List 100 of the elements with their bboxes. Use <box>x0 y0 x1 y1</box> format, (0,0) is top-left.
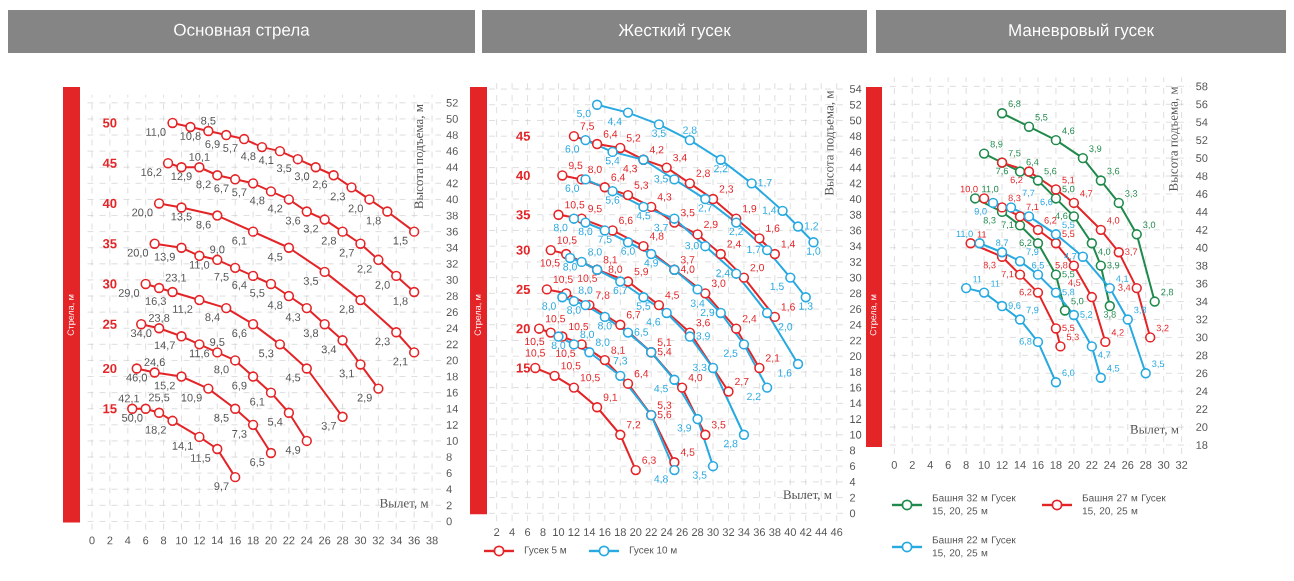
y-tick-label: 32 <box>1196 315 1208 324</box>
y-tick-label: 18 <box>446 372 458 381</box>
x-tick-label: 24 <box>1104 461 1116 469</box>
annotation: 4,3 <box>623 164 637 174</box>
annotation: 29,0 <box>118 289 140 299</box>
annotation: 6,6 <box>619 216 633 226</box>
annotation: 35 <box>516 210 531 220</box>
annotation: 4,6 <box>1055 212 1068 221</box>
annotation: 3,8 <box>1103 311 1116 319</box>
annotation: 6,5 <box>634 328 649 337</box>
annotation: 5,3 <box>1066 333 1079 342</box>
annotation: 7,3 <box>232 429 247 440</box>
annotation: 8,0 <box>578 227 593 237</box>
x-tick-label: 18 <box>1050 461 1062 469</box>
annotation: 2,8 <box>683 126 697 135</box>
y-tick-label: 52 <box>849 100 862 109</box>
y-tick-label: 14 <box>446 404 458 413</box>
annotation: 3,0 <box>294 172 310 182</box>
annotation: 2,8 <box>696 169 710 179</box>
annotation: 11,6 <box>189 349 210 359</box>
annotation: 2,5 <box>723 349 738 359</box>
annotation: 1,5 <box>770 282 784 292</box>
annotation: 4,9 <box>285 446 301 456</box>
y-tick-label: 36 <box>446 227 458 236</box>
annotation: 4,7 <box>1080 190 1093 198</box>
annotation: 7,1 <box>1026 203 1039 212</box>
annotation: 4,6 <box>646 318 661 327</box>
annotation: 2,0 <box>778 323 793 332</box>
x-tick-label: 20 <box>265 536 277 545</box>
annotation: 4,0 <box>688 373 703 383</box>
y-axis-title: Высота подъема, м <box>1169 86 1181 192</box>
annotation: 16,3 <box>145 297 166 307</box>
annotation: 5,2 <box>626 134 641 143</box>
annotation: 7,9 <box>1026 306 1039 315</box>
y-tick-label: 2 <box>446 501 452 510</box>
x-axis-title: Вылет, м <box>783 490 832 501</box>
annotation: 2,2 <box>357 264 372 275</box>
legend-label: Башня 32 м Гусек 15, 20, 25 м <box>932 494 1016 516</box>
annotation: 4,7 <box>1098 351 1111 360</box>
annotation: 1,4 <box>781 240 796 249</box>
y-tick-label: 20 <box>446 356 458 365</box>
annotation: 4,8 <box>654 475 668 484</box>
annotation: 34,0 <box>130 329 152 339</box>
annotation: 2,1 <box>765 354 780 363</box>
y-tick-label: 18 <box>1196 441 1208 449</box>
y-tick-label: 26 <box>850 305 862 313</box>
annotation: 1,8 <box>366 216 381 226</box>
annotation: 18,2 <box>145 425 166 436</box>
annotation: 3,0 <box>711 279 726 289</box>
annotation: 7,5 <box>1008 149 1021 158</box>
annotation: 1,5 <box>393 236 408 246</box>
annotation: 5,0 <box>1062 185 1075 194</box>
x-tick-label: 10 <box>176 536 188 545</box>
x-tick-label: 36 <box>753 528 766 537</box>
x-tick-label: 30 <box>1157 461 1170 469</box>
annotation: 3,7 <box>321 421 336 432</box>
annotation: 8,0 <box>542 302 556 311</box>
annotation: 16,2 <box>141 168 162 178</box>
annotation: 8,0 <box>588 248 602 257</box>
annotation: 6,1 <box>232 236 247 246</box>
x-tick-label: 32 <box>722 528 735 537</box>
annotation: 5,3 <box>657 401 672 410</box>
annotation: 9,5 <box>210 338 225 348</box>
annotation: 4,5 <box>1107 365 1120 373</box>
x-tick-label: 4 <box>124 536 131 545</box>
annotation: 9,5 <box>568 161 583 171</box>
x-tick-label: 0 <box>89 536 95 545</box>
annotation: 11,0 <box>982 185 999 194</box>
annotation: 7,9 <box>1026 248 1039 257</box>
annotation: 24,6 <box>144 358 165 368</box>
annotation: 6,0 <box>565 145 580 154</box>
annotation: 2,0 <box>750 263 765 273</box>
y-tick-label: 44 <box>1195 208 1208 216</box>
y-axis-title: Высота подъема, м <box>414 104 426 209</box>
y-tick-label: 42 <box>849 179 862 188</box>
annotation: 5,4 <box>657 348 672 357</box>
x-tick-label: 22 <box>283 536 295 545</box>
annotation: 8,0 <box>588 165 602 175</box>
x-tick-label: 4 <box>927 461 933 469</box>
y-tick-label: 24 <box>446 324 458 333</box>
y-tick-label: 22 <box>1196 405 1208 413</box>
annotation: 10,5 <box>525 337 545 347</box>
annotation: 2,3 <box>719 185 734 194</box>
annotation: 5,8 <box>1062 288 1075 297</box>
annotation: 7,2 <box>626 421 641 430</box>
annotation: 3,7 <box>680 256 695 265</box>
annotation: 5,9 <box>634 267 649 277</box>
y-tick-label: 38 <box>849 210 862 219</box>
annotation: 9,0 <box>974 208 987 216</box>
annotation: 1,7 <box>747 245 761 255</box>
annotation: 5,0 <box>577 109 591 119</box>
y-tick-label: 14 <box>850 399 862 408</box>
annotation: 6,8 <box>1019 338 1032 346</box>
y-tick-label: 32 <box>849 258 862 266</box>
y-tick-label: 46 <box>1195 190 1208 198</box>
annotation: 1,2 <box>804 222 819 231</box>
annotation: 6,4 <box>603 130 618 139</box>
annotation: 7,5 <box>214 273 229 283</box>
y-tick-label: 36 <box>1196 279 1208 288</box>
y-tick-label: 28 <box>850 289 862 298</box>
